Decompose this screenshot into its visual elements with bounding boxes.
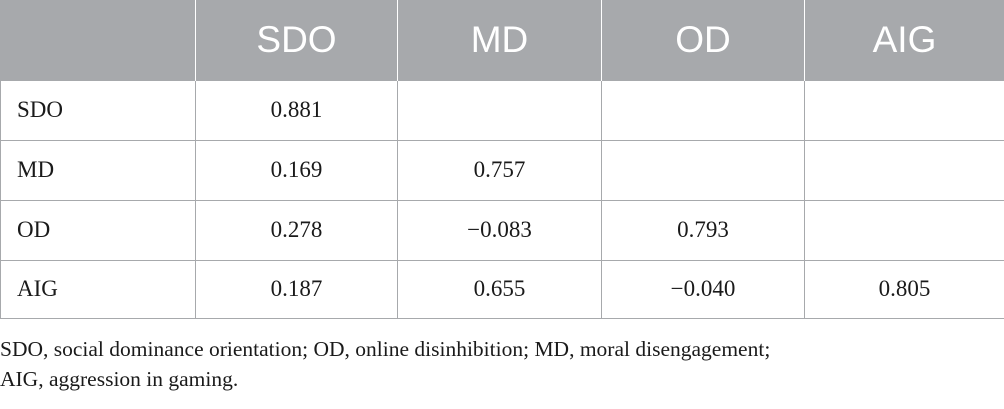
header-cell-empty <box>0 0 196 80</box>
table-row: OD 0.278 −0.083 0.793 <box>0 199 1004 261</box>
table-cell: 0.187 <box>195 259 398 319</box>
table-cell: 0.805 <box>804 259 1004 319</box>
correlation-table-container: SDO MD OD AIG SDO 0.881 MD 0.169 0.757 <box>0 0 1004 319</box>
table-cell: 0.278 <box>195 199 398 261</box>
table-cell: 0.655 <box>397 259 602 319</box>
table-body: SDO 0.881 MD 0.169 0.757 OD 0.278 −0.083… <box>0 79 1004 319</box>
header-cell-aig: AIG <box>804 0 1004 80</box>
table-cell: 0.881 <box>195 79 398 141</box>
row-label-aig: AIG <box>0 259 196 319</box>
table-cell: 0.169 <box>195 139 398 201</box>
table-cell <box>804 139 1004 201</box>
table-footnote: SDO, social dominance orientation; OD, o… <box>0 334 1000 394</box>
table-cell: −0.040 <box>601 259 805 319</box>
footnote-line-2: AIG, aggression in gaming. <box>0 367 239 391</box>
table-row: SDO 0.881 <box>0 79 1004 141</box>
table-cell: 0.757 <box>397 139 602 201</box>
table-cell: 0.793 <box>601 199 805 261</box>
row-label-od: OD <box>0 199 196 261</box>
table-cell <box>601 139 805 201</box>
row-label-md: MD <box>0 139 196 201</box>
table-cell <box>601 79 805 141</box>
table-row: AIG 0.187 0.655 −0.040 0.805 <box>0 259 1004 319</box>
table-cell <box>397 79 602 141</box>
table-cell: −0.083 <box>397 199 602 261</box>
table-cell <box>804 79 1004 141</box>
header-cell-sdo: SDO <box>195 0 398 80</box>
header-row: SDO MD OD AIG <box>0 0 1004 80</box>
footnote-line-1: SDO, social dominance orientation; OD, o… <box>0 337 771 361</box>
table-header: SDO MD OD AIG <box>0 0 1004 80</box>
table-row: MD 0.169 0.757 <box>0 139 1004 201</box>
header-cell-md: MD <box>397 0 602 80</box>
correlation-table: SDO MD OD AIG SDO 0.881 MD 0.169 0.757 <box>0 0 1004 319</box>
header-cell-od: OD <box>601 0 805 80</box>
table-cell <box>804 199 1004 261</box>
row-label-sdo: SDO <box>0 79 196 141</box>
